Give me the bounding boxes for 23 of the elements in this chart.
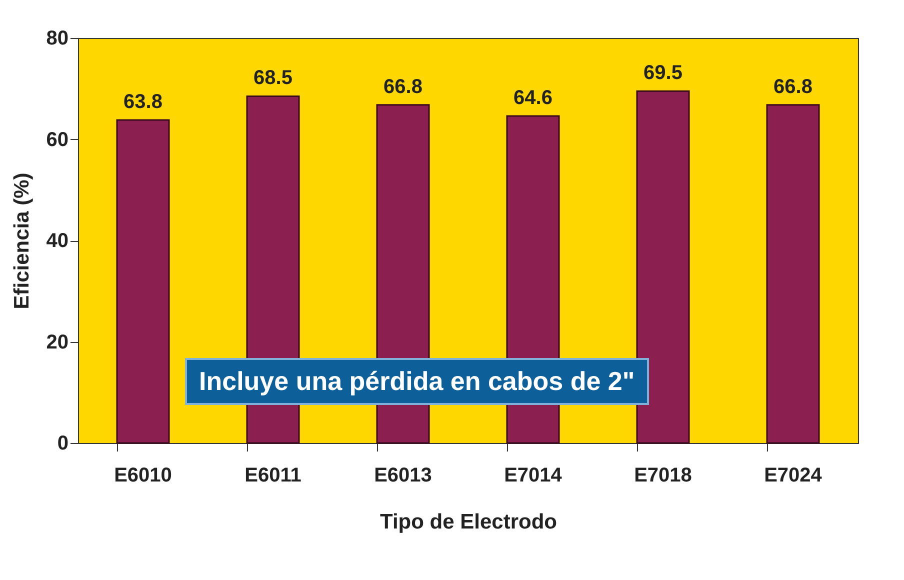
- data-label: 66.8: [774, 76, 812, 98]
- y-axis-title: Eficiencia (%): [10, 172, 34, 310]
- x-tick-label: E6010: [114, 464, 172, 486]
- y-tick-label: 80: [46, 28, 68, 50]
- x-axis-title: Tipo de Electrodo: [380, 510, 557, 534]
- x-tick-label: E6013: [374, 464, 432, 486]
- data-label: 66.8: [384, 76, 422, 98]
- x-tick-label: E7024: [764, 464, 823, 486]
- bar: [766, 104, 820, 444]
- x-tick-label: E7014: [504, 464, 563, 486]
- y-tick-label: 60: [46, 128, 68, 151]
- y-tick-label: 20: [46, 331, 68, 354]
- y-tick-label: 40: [46, 230, 68, 252]
- y-tick-label: 0: [57, 432, 68, 454]
- data-label: 64.6: [514, 86, 552, 109]
- x-tick-label: E6011: [244, 464, 302, 486]
- x-tick-label: E7018: [634, 464, 692, 486]
- data-label: 69.5: [644, 62, 682, 84]
- bar: [116, 119, 170, 444]
- data-label: 63.8: [124, 91, 162, 114]
- bar: [636, 90, 690, 444]
- annotation: Incluye una pérdida en cabos de 2": [185, 358, 649, 405]
- data-label: 68.5: [254, 67, 292, 90]
